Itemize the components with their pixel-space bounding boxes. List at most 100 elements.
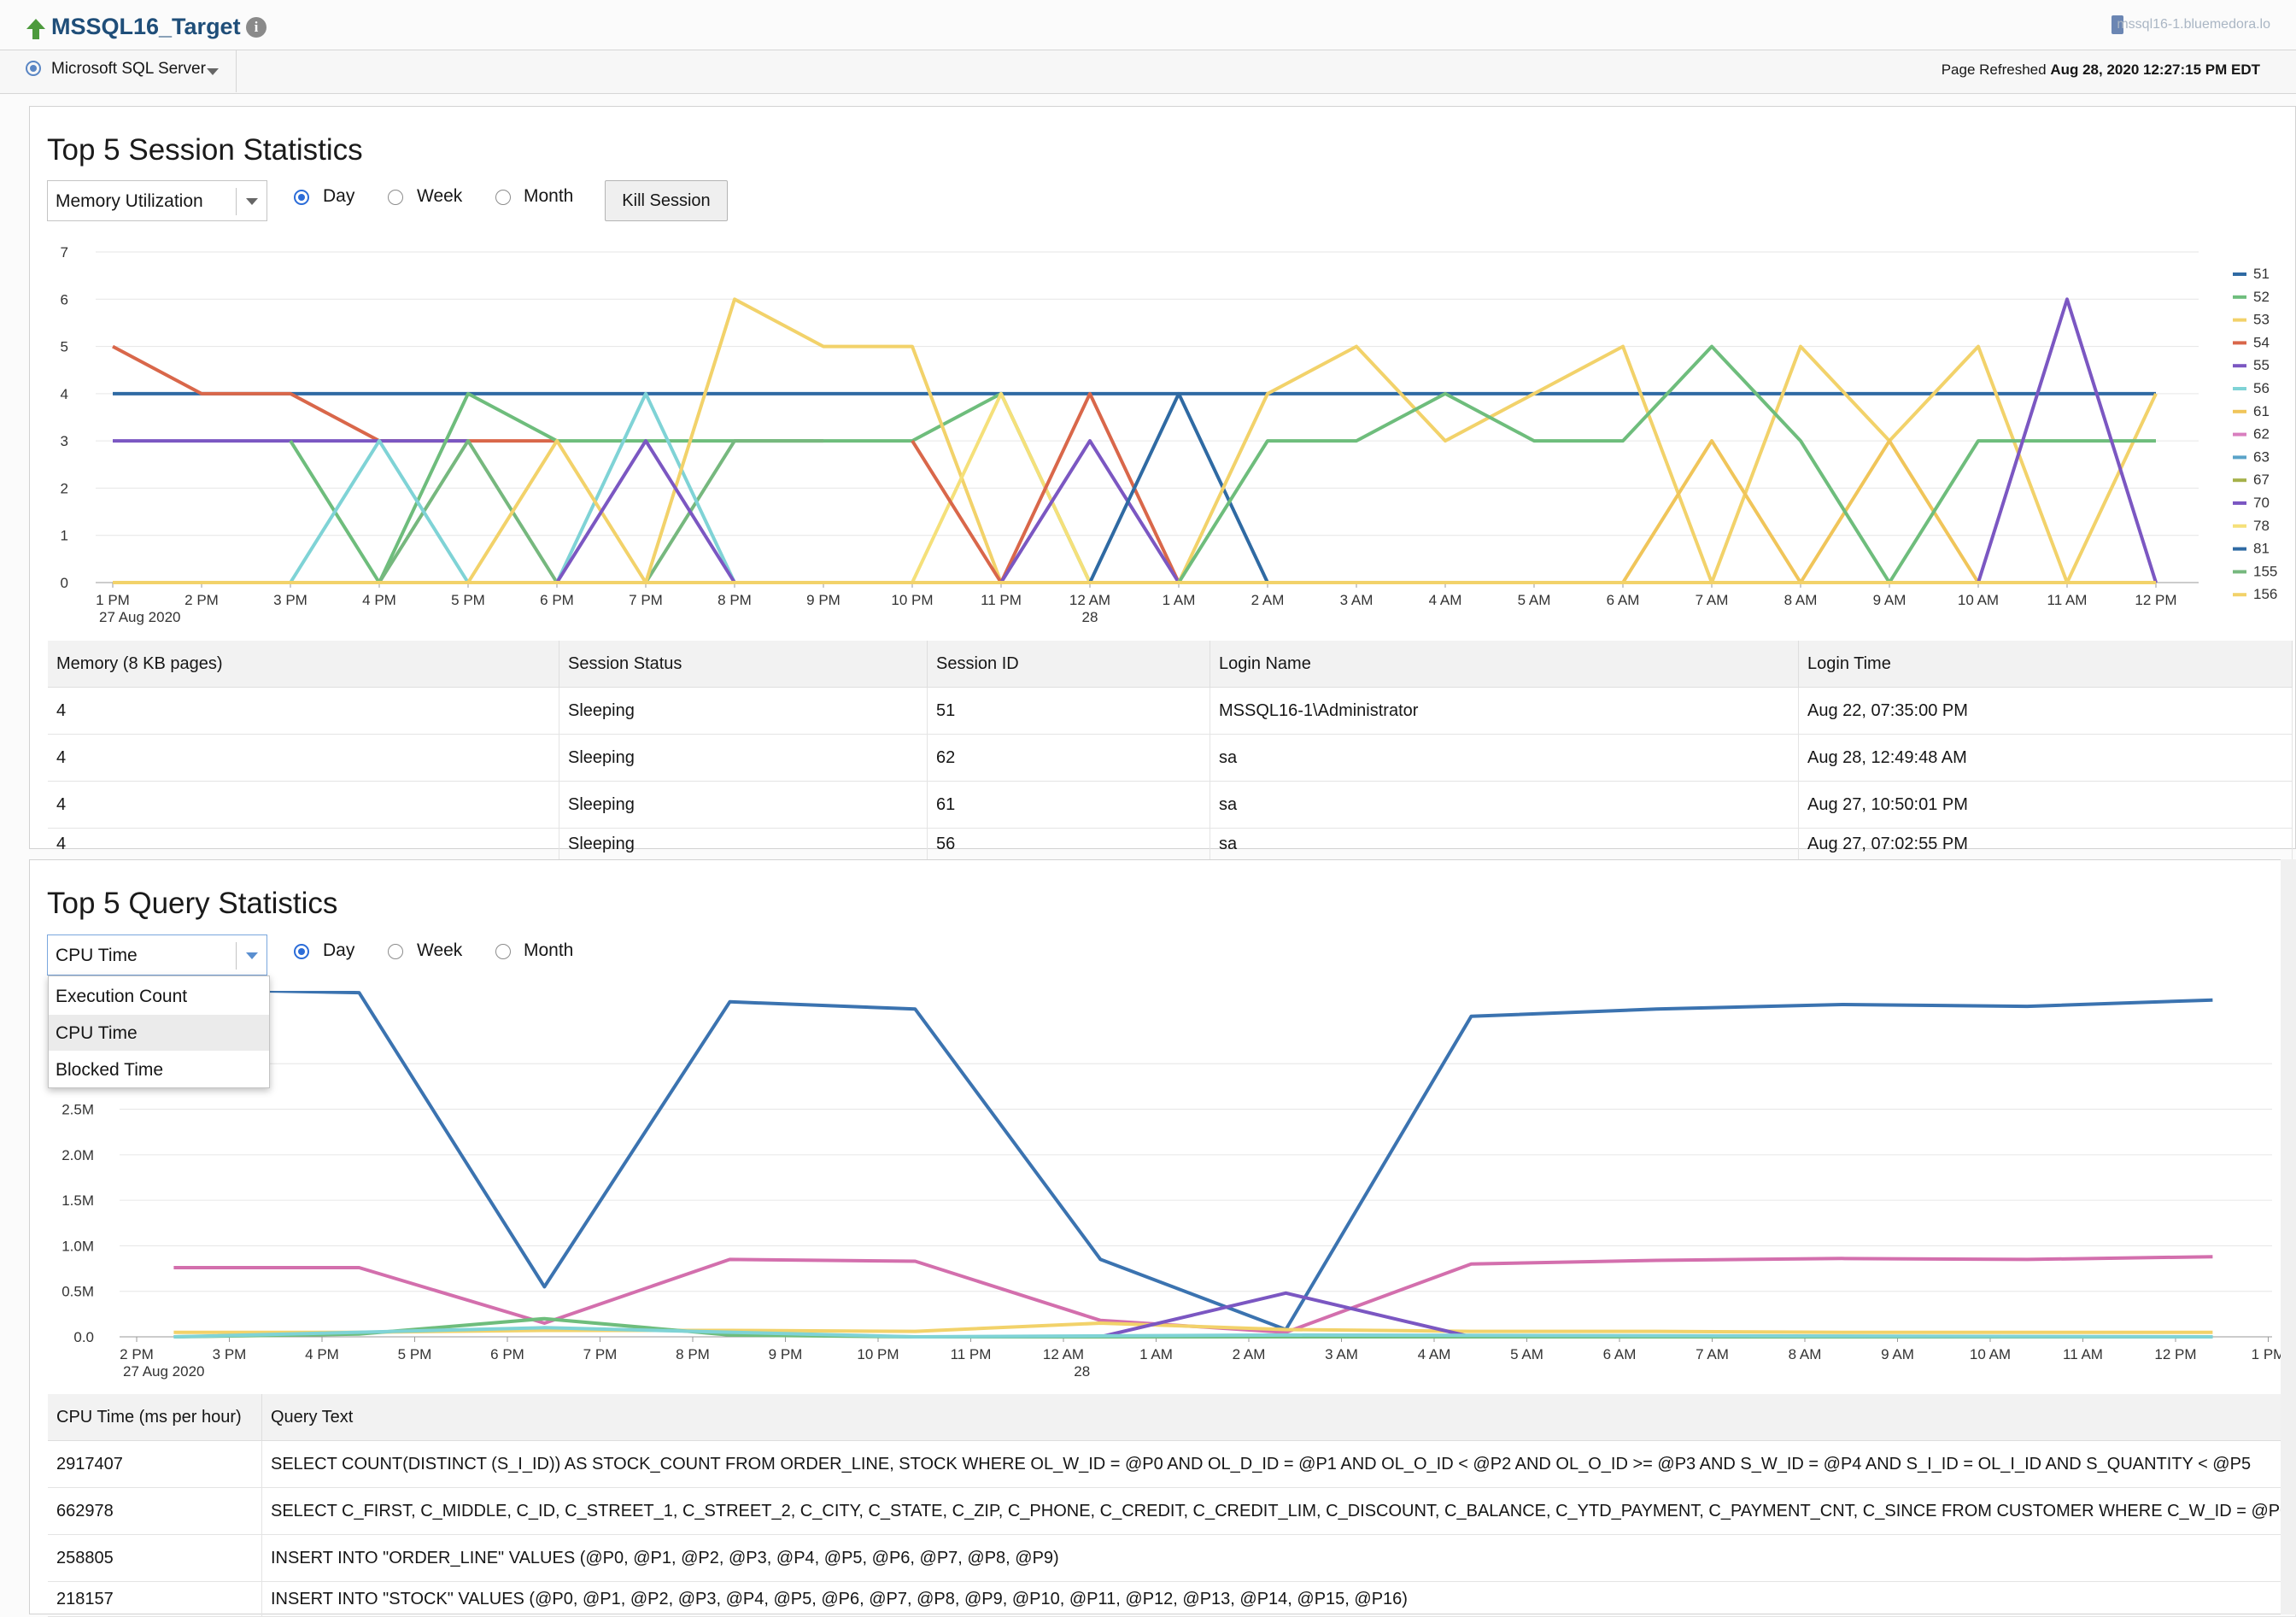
x-tick-label: 8 PM (718, 592, 752, 608)
table-row[interactable]: 4 Sleeping 62 sa Aug 28, 12:49:48 AM (48, 734, 2293, 782)
x-sublabel-date: 27 Aug 2020 (123, 1363, 204, 1380)
table-row[interactable]: 258805 INSERT INTO "ORDER_LINE" VALUES (… (48, 1534, 2296, 1582)
legend-entry[interactable]: 63 (2253, 448, 2270, 465)
x-tick-label: 5 PM (398, 1346, 432, 1362)
dropdown-option-cpu-time[interactable]: CPU Time (49, 1015, 269, 1051)
x-tick-label: 8 AM (1789, 1346, 1822, 1362)
scrollbar[interactable] (2281, 859, 2296, 1614)
legend-entry[interactable]: 67 (2253, 472, 2270, 488)
col-memory[interactable]: Memory (8 KB pages) (48, 641, 559, 688)
x-tick-label: 1 AM (1139, 1346, 1173, 1362)
session-metric-select[interactable]: Memory Utilization (47, 180, 267, 221)
x-tick-label: 2 PM (120, 1346, 154, 1362)
status-up-icon (26, 19, 45, 39)
series-line-q6[interactable] (173, 1326, 2213, 1339)
series-line-54[interactable] (112, 344, 557, 443)
legend-entry[interactable]: 81 (2253, 541, 2270, 557)
cell-login-name: sa (1210, 781, 1799, 829)
col-session-status[interactable]: Session Status (559, 641, 928, 688)
x-sublabel-date: 27 Aug 2020 (99, 609, 180, 625)
series-line-67[interactable] (1177, 344, 2156, 584)
col-login-time[interactable]: Login Time (1798, 641, 2293, 688)
y-tick-label: 1.0M (62, 1238, 94, 1254)
x-tick-label: 7 PM (629, 592, 663, 608)
series-line-63[interactable] (1977, 297, 2158, 583)
query-metric-select[interactable]: CPU Time (47, 934, 267, 975)
col-cpu-time[interactable]: CPU Time (ms per hour) (48, 1394, 262, 1441)
cell-memory: 4 (48, 734, 559, 782)
dropdown-option-execution-count[interactable]: Execution Count (56, 987, 188, 1006)
x-tick-label: 10 AM (1958, 592, 1999, 608)
legend-entry[interactable]: 70 (2253, 495, 2270, 511)
cell-cpu-time: 258805 (48, 1534, 262, 1582)
series-line-55[interactable] (555, 439, 736, 584)
series-line-61[interactable] (1621, 439, 1980, 584)
table-row[interactable]: 218157 INSERT INTO "STOCK" VALUES (@P0, … (48, 1581, 2296, 1617)
col-query-text[interactable]: Query Text (261, 1394, 2296, 1441)
legend-entry[interactable]: 53 (2253, 312, 2270, 328)
target-menu-bar (0, 50, 2296, 94)
table-row[interactable]: 4 Sleeping 56 sa Aug 27, 07:02:55 PM (48, 828, 2293, 860)
series-line-156[interactable] (1177, 344, 2158, 584)
session-radio-month-label: Month (524, 186, 574, 206)
session-radio-month[interactable] (495, 190, 511, 205)
x-tick-label: 6 AM (1607, 592, 1640, 608)
legend-entry[interactable]: 62 (2253, 426, 2270, 442)
table-row[interactable]: 4 Sleeping 61 sa Aug 27, 10:50:01 PM (48, 781, 2293, 829)
legend-entry[interactable]: 61 (2253, 403, 2270, 419)
query-radio-day[interactable] (294, 944, 309, 959)
legend-entry[interactable]: 52 (2253, 289, 2270, 305)
col-session-id[interactable]: Session ID (927, 641, 1210, 688)
legend-swatch (2233, 478, 2246, 483)
table-row[interactable]: 662978 SELECT C_FIRST, C_MIDDLE, C_ID, C… (48, 1487, 2296, 1535)
target-type-label: Microsoft SQL Server (51, 60, 206, 78)
cell-session-id: 56 (927, 828, 1210, 860)
series-line-q1[interactable] (266, 991, 2213, 1332)
x-tick-label: 9 PM (769, 1346, 803, 1362)
x-sublabel-day: 28 (1082, 609, 1098, 625)
col-login-name[interactable]: Login Name (1210, 641, 1799, 688)
cell-query-text: SELECT COUNT(DISTINCT (S_I_ID)) AS STOCK… (261, 1440, 2296, 1488)
x-tick-label: 11 PM (951, 1346, 992, 1362)
y-tick-label: 6 (61, 291, 68, 308)
series-line-70b[interactable] (999, 439, 1180, 584)
legend-entry[interactable]: 78 (2253, 518, 2270, 534)
y-tick-label: 5 (61, 339, 68, 355)
target-title: MSSQL16_Target (51, 14, 241, 39)
table-row[interactable]: 4 Sleeping 51 MSSQL16-1\Administrator Au… (48, 687, 2293, 735)
legend-swatch (2233, 341, 2246, 345)
chevron-down-icon[interactable] (207, 68, 219, 75)
legend-entry[interactable]: 55 (2253, 357, 2270, 373)
x-tick-label: 3 PM (273, 592, 308, 608)
info-icon[interactable]: i (246, 17, 266, 38)
table-row[interactable]: 2917407 SELECT COUNT(DISTINCT (S_I_ID)) … (48, 1440, 2296, 1488)
cell-memory: 4 (48, 828, 559, 860)
legend-entry[interactable]: 56 (2253, 380, 2270, 396)
x-tick-label: 3 PM (213, 1346, 247, 1362)
series-line-51[interactable] (1088, 391, 1269, 583)
session-radio-week[interactable] (388, 190, 403, 205)
kill-session-button[interactable]: Kill Session (605, 180, 728, 221)
query-radio-month[interactable] (495, 944, 511, 959)
legend-entry[interactable]: 54 (2253, 334, 2270, 350)
legend-swatch (2233, 455, 2246, 460)
legend-entry[interactable]: 51 (2253, 266, 2270, 282)
series-line-q3[interactable] (173, 1321, 2213, 1334)
target-type-icon (26, 61, 41, 76)
x-tick-label: 4 AM (1429, 592, 1462, 608)
x-tick-label: 11 AM (2047, 592, 2088, 608)
target-type-menu[interactable]: Microsoft SQL Server (51, 60, 206, 79)
query-radio-month-label: Month (524, 940, 574, 960)
series-line-53[interactable] (113, 297, 1003, 584)
query-radio-week[interactable] (388, 944, 403, 959)
host-link[interactable]: mssql16-1.bluemedora.lo (2117, 17, 2270, 32)
x-tick-label: 8 AM (1784, 592, 1818, 608)
series-line-78[interactable] (911, 391, 1092, 583)
y-tick-label: 4 (61, 386, 68, 402)
x-tick-label: 11 PM (981, 592, 1022, 608)
y-tick-label: 0 (61, 575, 68, 591)
dropdown-option-blocked-time[interactable]: Blocked Time (56, 1060, 164, 1080)
legend-entry[interactable]: 156 (2253, 586, 2277, 602)
legend-entry[interactable]: 155 (2253, 563, 2277, 579)
session-radio-day[interactable] (294, 190, 309, 205)
